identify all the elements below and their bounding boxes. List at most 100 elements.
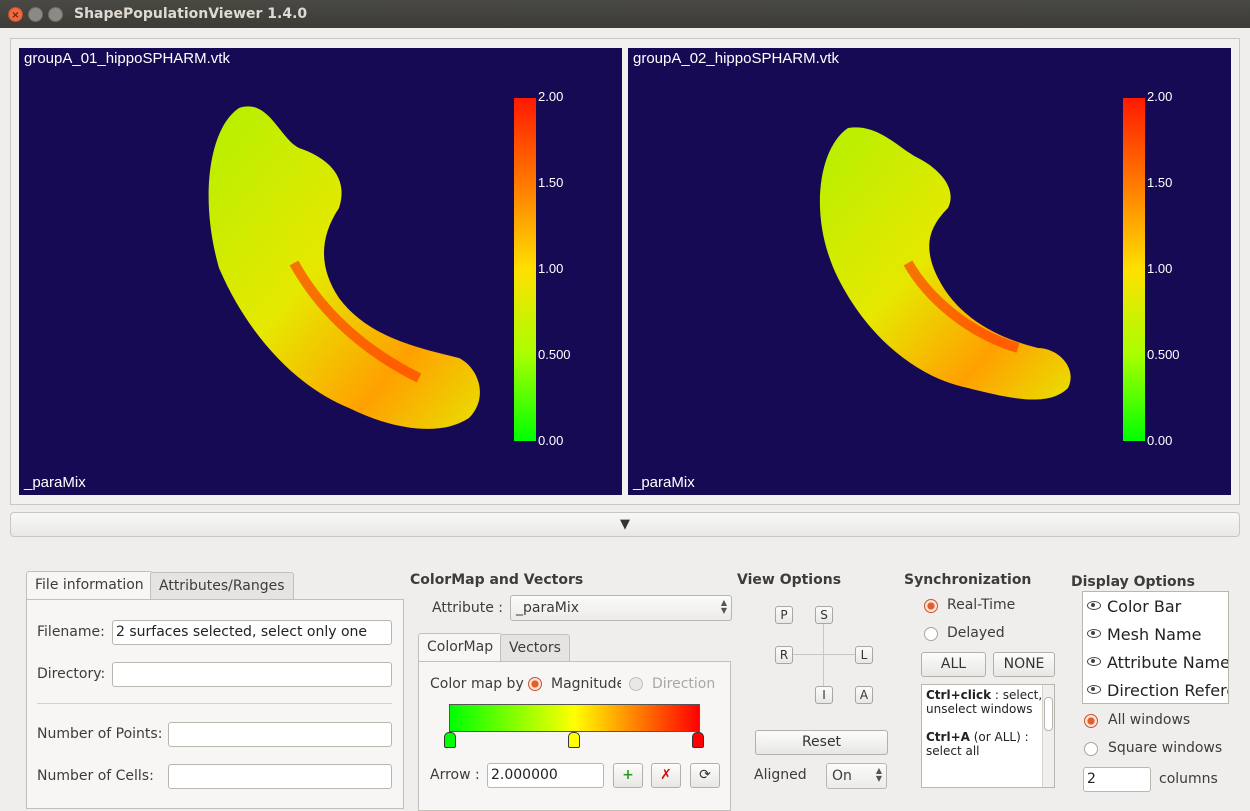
columns-label: columns — [1159, 771, 1218, 787]
sync-help-box: Ctrl+click : select, unselect windows Ct… — [921, 684, 1055, 788]
viewport-2[interactable]: groupA_02_hippoSPHARM.vtk _paraMix 2.00 … — [628, 48, 1231, 495]
mesh-render-2 — [819, 127, 1071, 400]
view-posterior-button[interactable]: P — [775, 606, 793, 624]
realtime-label: Real-Time — [947, 597, 1016, 613]
color-bar — [514, 98, 536, 441]
attribute-select-value: _paraMix — [516, 600, 580, 616]
arrow-value-spinbox[interactable]: 2.000000 — [487, 763, 604, 788]
eye-icon — [1087, 601, 1101, 610]
updown-arrows-icon: ▲ ▼ — [875, 766, 882, 783]
direction-radio[interactable] — [629, 677, 643, 691]
eye-icon — [1087, 629, 1101, 638]
delete-stop-button[interactable]: ✗ — [651, 763, 681, 788]
points-label: Number of Points: — [37, 726, 163, 742]
aligned-select[interactable]: On ▲ ▼ — [826, 763, 887, 789]
axis-cross-horizontal — [793, 654, 855, 655]
ctrl-a-description: (or ALL) : select all — [926, 730, 1029, 758]
view-superior-button[interactable]: S — [815, 606, 833, 624]
add-stop-button[interactable]: + — [613, 763, 643, 788]
viewport-1[interactable]: groupA_01_hippoSPHARM.vtk _paraMix 2.00 … — [19, 48, 622, 495]
color-bar — [1123, 98, 1145, 441]
display-item-label: Direction Reference — [1107, 681, 1228, 700]
view-options-title: View Options — [737, 572, 842, 588]
points-field[interactable] — [168, 722, 392, 747]
display-item-attribute-name[interactable]: Attribute Name — [1087, 653, 1229, 672]
delayed-radio[interactable] — [924, 627, 938, 641]
delayed-label: Delayed — [947, 625, 1005, 641]
all-windows-radio[interactable] — [1084, 714, 1098, 728]
attribute-name-label: _paraMix — [24, 474, 86, 491]
display-item-mesh-name[interactable]: Mesh Name — [1087, 625, 1201, 644]
ctrl-a-shortcut: Ctrl+A — [926, 730, 970, 744]
colorbar-tick: 2.00 — [538, 89, 564, 104]
reset-view-button[interactable]: Reset — [755, 730, 888, 755]
minimize-window-button[interactable] — [28, 7, 43, 22]
view-inferior-button[interactable]: I — [815, 686, 833, 704]
attribute-select[interactable]: _paraMix ▲ ▼ — [510, 595, 732, 621]
updown-arrows-icon: ▲ ▼ — [720, 598, 727, 615]
display-item-direction-reference[interactable]: Direction Reference — [1087, 681, 1228, 700]
magnitude-radio[interactable] — [528, 677, 542, 691]
mesh-name-label: groupA_02_hippoSPHARM.vtk — [633, 50, 839, 67]
colorbar-tick: 1.00 — [538, 261, 564, 276]
maximize-window-button[interactable] — [48, 7, 63, 22]
axis-cross-vertical — [823, 622, 824, 688]
square-windows-radio[interactable] — [1084, 742, 1098, 756]
square-windows-label: Square windows — [1108, 740, 1223, 756]
select-none-button[interactable]: NONE — [993, 652, 1055, 677]
view-right-button[interactable]: R — [775, 646, 793, 664]
viewer-area: groupA_01_hippoSPHARM.vtk _paraMix 2.00 … — [10, 38, 1240, 505]
colorbar-tick: 2.00 — [1147, 89, 1173, 104]
display-item-label: Mesh Name — [1107, 625, 1202, 644]
help-scrollbar[interactable] — [1042, 685, 1054, 787]
colorbar-tick: 1.50 — [538, 175, 564, 190]
divider — [37, 703, 392, 704]
colorbar-tick: 0.500 — [1147, 347, 1180, 362]
tab-attributes-ranges[interactable]: Attributes/Ranges — [150, 572, 294, 600]
colormap-gradient[interactable] — [449, 704, 700, 732]
colorbar-tick: 0.00 — [538, 433, 564, 448]
collapse-toggle-button[interactable]: ▼ — [10, 512, 1240, 537]
view-left-button[interactable]: L — [855, 646, 873, 664]
mesh-name-label: groupA_01_hippoSPHARM.vtk — [24, 50, 230, 67]
cells-label: Number of Cells: — [37, 768, 154, 784]
tab-colormap[interactable]: ColorMap — [418, 633, 503, 661]
cells-field[interactable] — [168, 764, 392, 789]
realtime-radio[interactable] — [924, 599, 938, 613]
display-item-label: Color Bar — [1107, 597, 1182, 616]
title-bar: × ShapePopulationViewer 1.4.0 — [0, 0, 1250, 28]
synchronization-title: Synchronization — [904, 572, 1032, 588]
ctrl-click-shortcut: Ctrl+click — [926, 688, 992, 702]
scrollbar-thumb[interactable] — [1044, 697, 1053, 731]
columns-spinbox[interactable]: 2 — [1083, 767, 1151, 792]
display-item-color-bar[interactable]: Color Bar — [1087, 597, 1181, 616]
colorbar-tick: 1.50 — [1147, 175, 1173, 190]
filename-label: Filename: — [37, 624, 105, 640]
ctrl-click-description: : select, unselect windows — [926, 688, 1043, 716]
colormap-by-label: Color map by — [430, 676, 524, 692]
eye-icon — [1087, 685, 1101, 694]
attribute-name-label: _paraMix — [633, 474, 695, 491]
colorbar-tick: 1.00 — [1147, 261, 1173, 276]
colormap-stop-mid-handle[interactable] — [568, 732, 580, 748]
mesh-render-1 — [208, 106, 480, 429]
display-item-label: Attribute Name — [1107, 653, 1229, 672]
view-anterior-button[interactable]: A — [855, 686, 873, 704]
tab-file-information[interactable]: File information — [26, 571, 153, 599]
directory-field[interactable] — [112, 662, 392, 687]
colormap-stop-high-handle[interactable] — [692, 732, 704, 748]
select-all-button[interactable]: ALL — [921, 652, 986, 677]
direction-label: Direction — [652, 676, 716, 692]
arrow-label: Arrow : — [430, 767, 480, 783]
colorbar-tick: 0.500 — [538, 347, 571, 362]
display-options-list: Color Bar Mesh Name Attribute Name Direc… — [1082, 591, 1229, 704]
aligned-select-value: On — [832, 768, 852, 784]
window-title: ShapePopulationViewer 1.4.0 — [74, 6, 308, 22]
tab-vectors[interactable]: Vectors — [500, 634, 570, 662]
eye-icon — [1087, 657, 1101, 666]
colormap-stop-low-handle[interactable] — [444, 732, 456, 748]
reset-colormap-button[interactable]: ⟳ — [690, 763, 720, 788]
close-window-button[interactable]: × — [8, 7, 23, 22]
all-windows-label: All windows — [1108, 712, 1191, 728]
filename-field[interactable]: 2 surfaces selected, select only one — [112, 620, 392, 645]
